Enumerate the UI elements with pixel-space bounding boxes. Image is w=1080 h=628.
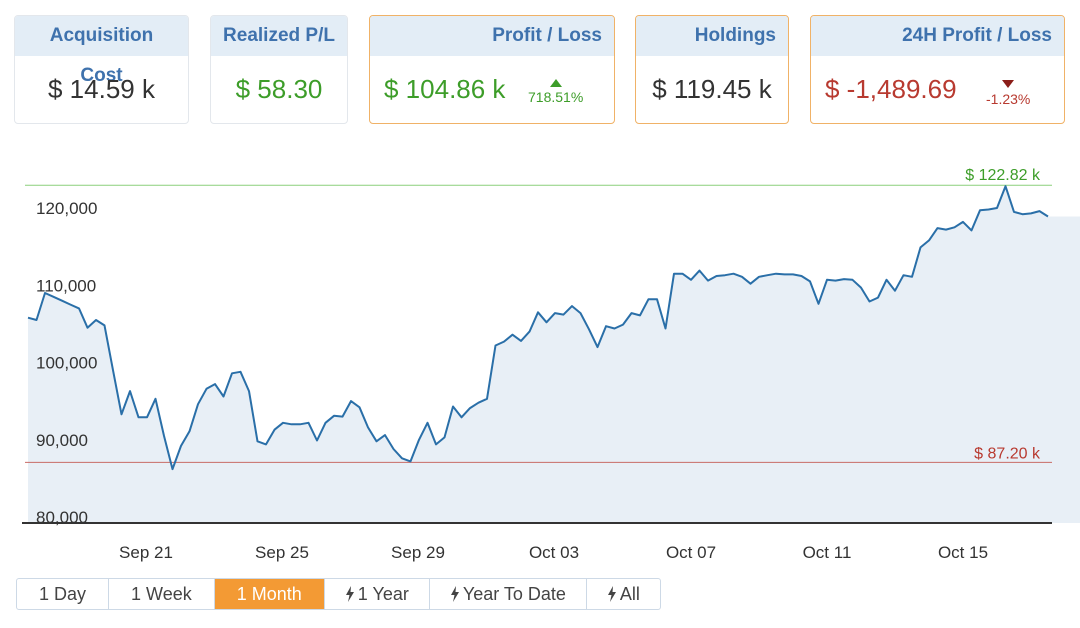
- x-tick-label: Sep 21: [119, 543, 173, 562]
- y-tick-label: 90,000: [36, 431, 88, 450]
- range-1-week-label: 1 Week: [131, 584, 192, 604]
- range-1-year-button[interactable]: 1 Year: [325, 579, 430, 609]
- 24h-profit-loss-title: 24H Profit / Loss: [811, 16, 1064, 56]
- range-1-month-button[interactable]: 1 Month: [214, 579, 325, 609]
- acquisition-cost-value: $ 14.59 k: [48, 74, 155, 104]
- range-1-week-button[interactable]: 1 Week: [109, 579, 215, 609]
- portfolio-value-chart: $ 122.82 k $ 87.20 k 120,000 110,000 100,00…: [22, 167, 1080, 562]
- holdings-value: $ 119.45 k: [652, 74, 772, 104]
- lightning-icon: [450, 586, 459, 602]
- range-selector: 1 Day 1 Week 1 Month 1 Year Year To Date…: [16, 578, 661, 610]
- range-1-day-button[interactable]: 1 Day: [17, 579, 110, 609]
- range-1-month-label: 1 Month: [236, 584, 302, 604]
- area-fill: [28, 186, 1080, 523]
- range-all-label: All: [619, 584, 640, 604]
- realized-pl-title: Realized P/L: [211, 16, 347, 56]
- acquisition-cost-card: Acquisition Cost $ 14.59 k: [14, 15, 189, 124]
- x-tick-label: Sep 25: [255, 543, 309, 562]
- profit-loss-card: Profit / Loss $ 104.86 k 718.51%: [369, 15, 615, 124]
- range-1-day-label: 1 Day: [39, 584, 87, 604]
- min-value-label: $ 87.20 k: [974, 445, 1041, 462]
- profit-loss-delta: 718.51%: [528, 79, 583, 105]
- range-all-button[interactable]: All: [587, 579, 660, 609]
- 24h-profit-loss-card: 24H Profit / Loss $ -1,489.69 -1.23%: [810, 15, 1065, 124]
- realized-pl-value: $ 58.30: [235, 74, 323, 104]
- portfolio-value-line: [27, 185, 1049, 471]
- x-tick-label: Oct 07: [666, 543, 716, 562]
- x-tick-label: Oct 03: [529, 543, 579, 562]
- x-tick-label: Oct 11: [803, 543, 852, 562]
- range-1-year-label: 1 Year: [357, 584, 409, 604]
- profit-loss-delta-text: 718.51%: [528, 89, 584, 105]
- holdings-title: Holdings: [636, 16, 788, 56]
- lightning-icon: [607, 586, 616, 602]
- arrow-up-icon: [549, 79, 562, 87]
- holdings-card: Holdings $ 119.45 k: [635, 15, 789, 124]
- 24h-profit-loss-delta-text: -1.23%: [986, 91, 1031, 107]
- 24h-profit-loss-value: $ -1,489.69: [825, 74, 957, 104]
- y-tick-label: 110,000: [36, 276, 96, 295]
- y-tick-label: 80,000: [36, 508, 88, 527]
- lightning-icon: [345, 586, 354, 602]
- acquisition-cost-title: Acquisition Cost: [15, 16, 188, 86]
- range-ytd-button[interactable]: Year To Date: [430, 579, 587, 609]
- realized-pl-card: Realized P/L $ 58.30: [210, 15, 348, 124]
- profit-loss-title: Profit / Loss: [370, 16, 614, 56]
- 24h-profit-loss-delta: -1.23%: [986, 80, 1030, 107]
- x-tick-label: Oct 15: [938, 543, 988, 562]
- arrow-down-icon: [1002, 80, 1015, 88]
- x-tick-label: Sep 29: [391, 543, 445, 562]
- range-ytd-label: Year To Date: [462, 584, 566, 604]
- y-tick-label: 100,000: [36, 354, 97, 373]
- y-tick-label: 120,000: [36, 199, 97, 218]
- max-value-label: $ 122.82 k: [965, 167, 1041, 184]
- profit-loss-value: $ 104.86 k: [384, 74, 506, 104]
